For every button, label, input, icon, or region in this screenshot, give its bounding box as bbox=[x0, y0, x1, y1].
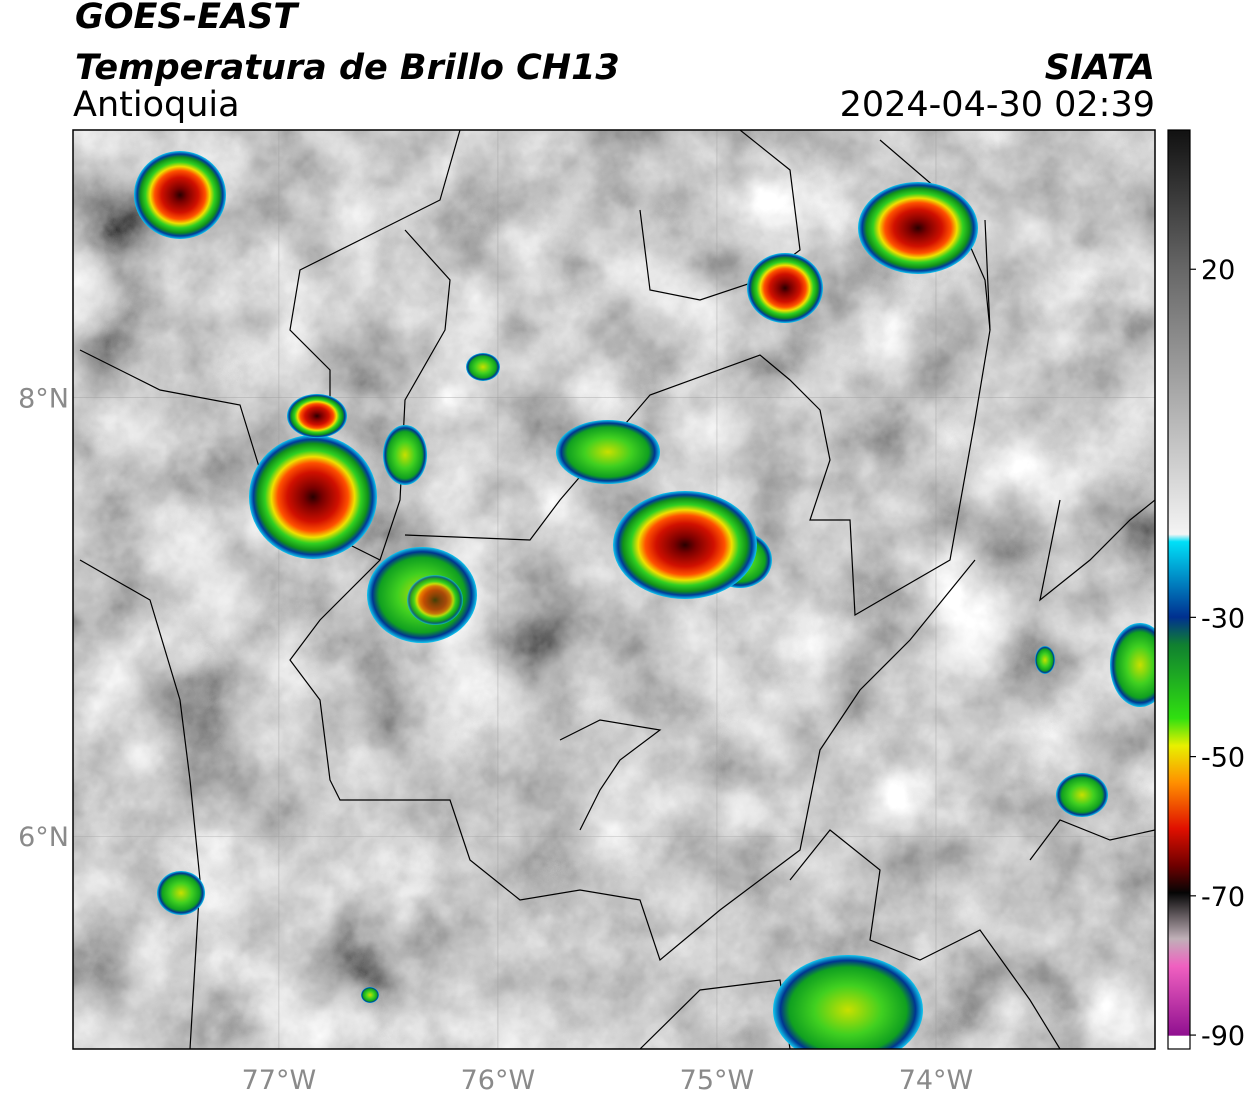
axes: 77°W 76°W 75°W 74°W 8°N 6°N 20 -30 -50 -70 -90 bbox=[18, 255, 1245, 1096]
convective-cells bbox=[134, 151, 1155, 1049]
colorbar-tick-label: 20 bbox=[1201, 255, 1235, 286]
y-tick-label: 8°N bbox=[18, 384, 69, 415]
region: Antioquia bbox=[73, 85, 240, 125]
colorbar bbox=[1167, 129, 1191, 1050]
x-tick-label: 77°W bbox=[242, 1065, 317, 1096]
x-tick-label: 75°W bbox=[680, 1065, 755, 1096]
map-frame bbox=[72, 129, 1156, 1050]
x-tick-label: 74°W bbox=[899, 1065, 974, 1096]
map bbox=[73, 130, 1155, 1049]
y-tick-label: 6°N bbox=[18, 822, 69, 853]
title: GOES-EAST bbox=[75, 0, 300, 37]
colorbar-tick-label: -30 bbox=[1201, 603, 1245, 634]
colorbar-tick-label: -90 bbox=[1201, 1021, 1245, 1052]
colorbar-tick-label: -50 bbox=[1201, 743, 1245, 774]
cloud-field bbox=[73, 130, 1155, 1049]
datetime: 2024-04-30 02:39 bbox=[840, 85, 1155, 125]
source: SIATA bbox=[1045, 48, 1155, 88]
subtitle: Temperatura de Brillo CH13 bbox=[75, 48, 620, 88]
colorbar-tick-label: -70 bbox=[1201, 882, 1245, 913]
x-tick-label: 76°W bbox=[461, 1065, 536, 1096]
